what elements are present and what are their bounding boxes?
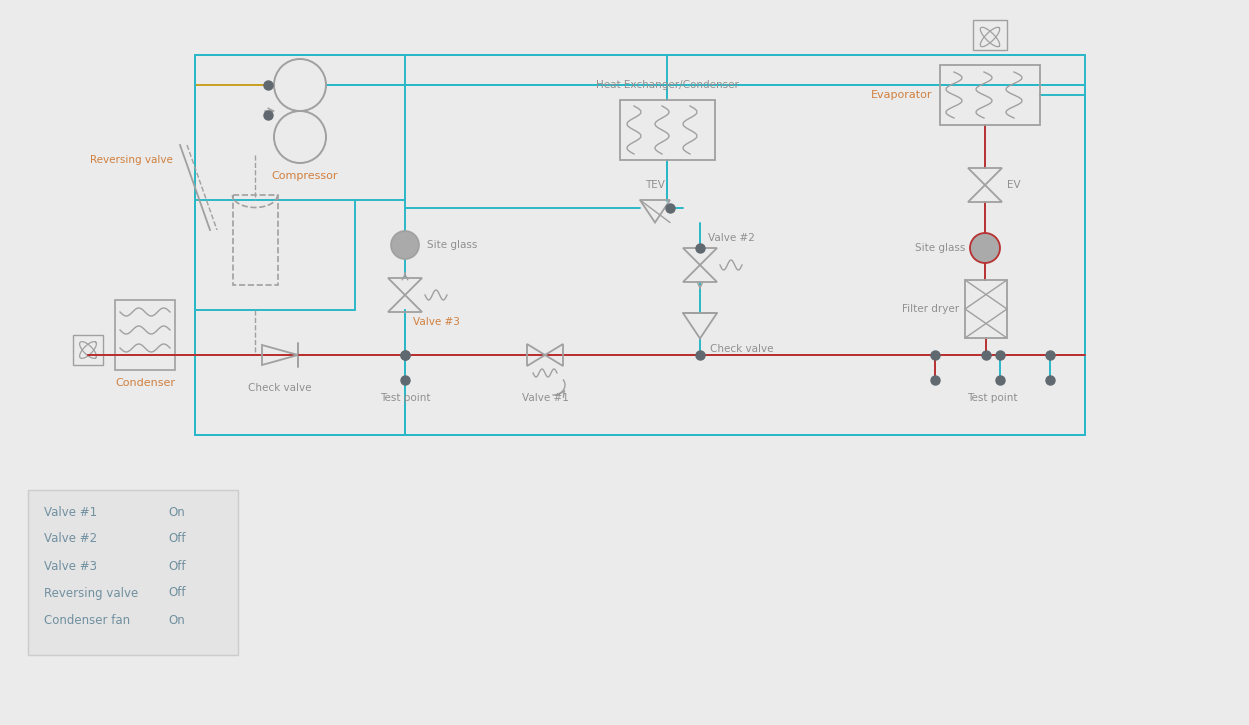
Text: On: On xyxy=(169,505,185,518)
Text: Evaporator: Evaporator xyxy=(871,90,932,100)
Text: Valve #2: Valve #2 xyxy=(708,233,754,243)
Text: Test point: Test point xyxy=(967,393,1018,403)
Bar xyxy=(973,20,1007,50)
Text: Off: Off xyxy=(169,587,186,600)
Text: Reversing valve: Reversing valve xyxy=(44,587,139,600)
Bar xyxy=(115,300,175,370)
Text: Compressor: Compressor xyxy=(272,171,338,181)
Text: Valve #1: Valve #1 xyxy=(44,505,97,518)
Text: Off: Off xyxy=(169,532,186,545)
Text: Site glass: Site glass xyxy=(914,243,965,253)
Text: Test point: Test point xyxy=(380,393,430,403)
Circle shape xyxy=(970,233,1000,263)
Bar xyxy=(965,280,1007,338)
Text: Off: Off xyxy=(169,560,186,573)
Text: Valve #2: Valve #2 xyxy=(44,532,97,545)
Text: Site glass: Site glass xyxy=(427,240,477,250)
Bar xyxy=(940,65,1040,125)
Text: Reversing valve: Reversing valve xyxy=(90,155,172,165)
Bar xyxy=(27,490,239,655)
Text: Condenser fan: Condenser fan xyxy=(44,613,130,626)
Bar xyxy=(620,100,714,160)
Text: Check valve: Check valve xyxy=(709,344,773,354)
Text: On: On xyxy=(169,613,185,626)
Text: Valve #1: Valve #1 xyxy=(522,393,568,403)
Bar xyxy=(232,195,277,285)
Text: Valve #3: Valve #3 xyxy=(44,560,97,573)
Text: Valve #3: Valve #3 xyxy=(413,317,460,327)
Text: Condenser: Condenser xyxy=(115,378,175,388)
Text: Check valve: Check valve xyxy=(249,383,312,393)
Bar xyxy=(72,335,102,365)
Text: TEV: TEV xyxy=(644,180,664,190)
Circle shape xyxy=(391,231,418,259)
Text: Heat Exchanger/Condenser: Heat Exchanger/Condenser xyxy=(596,80,739,90)
Text: EV: EV xyxy=(1007,180,1020,190)
Text: Filter dryer: Filter dryer xyxy=(902,304,959,314)
